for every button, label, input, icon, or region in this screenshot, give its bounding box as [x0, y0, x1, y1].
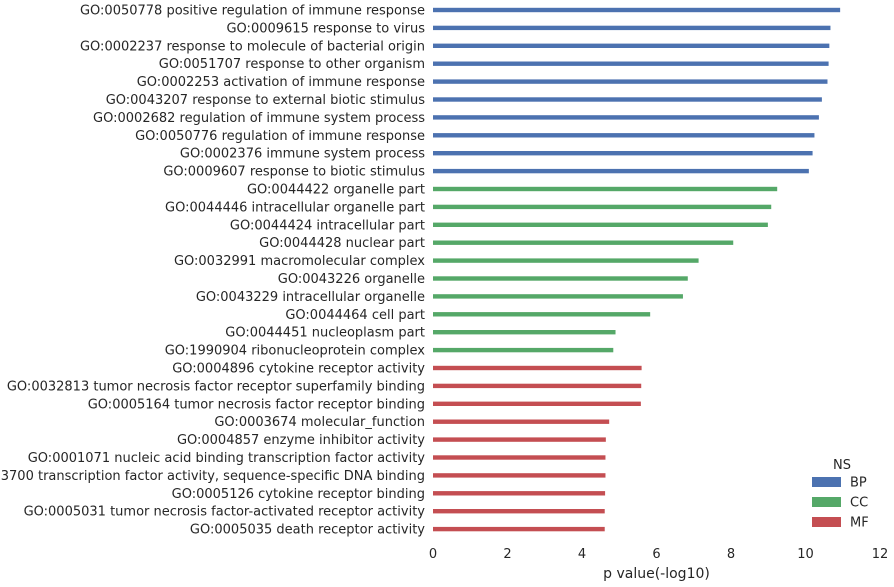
category-label: GO:0043229 intracellular organelle: [196, 290, 425, 305]
bar-mf: [433, 455, 606, 460]
category-label: GO:0044428 nuclear part: [259, 236, 425, 251]
bar-bp: [433, 133, 815, 138]
category-label: GO:0004857 enzyme inhibitor activity: [177, 433, 425, 448]
bar-cc: [433, 222, 768, 227]
bar-cc: [433, 240, 734, 245]
category-label: GO:0044424 intracellular part: [230, 218, 425, 233]
bar-cc: [433, 204, 772, 210]
x-axis-title: p value(-log10): [603, 566, 710, 582]
x-tick-label: 6: [652, 547, 660, 562]
bar-bp: [433, 168, 809, 174]
category-label: GO:0002253 activation of immune response: [137, 75, 425, 90]
category-label: GO:0050778 positive regulation of immune…: [80, 4, 425, 19]
bar-cc: [433, 347, 614, 353]
category-label: GO:0043207 response to external biotic s…: [106, 93, 426, 108]
legend-swatch-cc: [812, 497, 841, 507]
bar-mf: [433, 401, 641, 406]
category-label: GO:0044446 intracellular organelle part: [165, 200, 425, 215]
legend: NS BP CC MF: [812, 458, 869, 531]
category-label: GO:1990904 ribonucleoprotein complex: [165, 344, 426, 359]
x-tick-labels: 0 2 4 6 8 10 12: [429, 547, 888, 562]
category-label: GO:0005035 death receptor activity: [190, 523, 425, 538]
category-label: GO:0044464 cell part: [285, 308, 425, 323]
x-tick-label: 10: [797, 547, 814, 562]
category-label: GO:0009607 response to biotic stimulus: [163, 165, 425, 180]
bar-cc: [433, 258, 699, 263]
category-label: GO:0005126 cytokine receptor binding: [172, 487, 425, 502]
x-tick-label: 0: [429, 547, 437, 562]
legend-title: NS: [833, 458, 851, 473]
bar-bp: [433, 43, 830, 48]
x-tick-label: 2: [503, 547, 511, 562]
category-labels: GO:0050778 positive regulation of immune…: [0, 4, 425, 538]
bar-cc: [433, 276, 688, 281]
bar-bp: [433, 79, 828, 84]
x-tick-label: 12: [872, 547, 889, 562]
category-label: GO:0005164 tumor necrosis factor recepto…: [88, 397, 425, 412]
legend-swatch-bp: [812, 477, 841, 487]
bar-bp: [433, 151, 813, 156]
legend-entries: BP CC MF: [812, 476, 869, 531]
category-label: GO:0003700 transcription factor activity…: [0, 469, 425, 484]
bar-cc: [433, 330, 616, 335]
bar-mf: [433, 491, 606, 496]
x-tick-label: 8: [727, 547, 735, 562]
bar-bp: [433, 61, 829, 66]
category-label: GO:0051707 response to other organism: [159, 57, 425, 72]
legend-swatch-mf: [812, 517, 841, 527]
bar-bp: [433, 115, 819, 120]
category-label: GO:0002376 immune system process: [180, 147, 425, 162]
category-label: GO:0004896 cytokine receptor activity: [172, 362, 425, 377]
x-tick-label: 4: [578, 547, 586, 562]
bar-mf: [433, 473, 606, 478]
category-label: GO:0043226 organelle: [278, 272, 425, 287]
category-label: GO:0044451 nucleoplasm part: [225, 326, 425, 341]
legend-label-cc: CC: [850, 496, 868, 511]
bar-cc: [433, 294, 683, 299]
category-label: GO:0050776 regulation of immune response: [135, 129, 425, 144]
bar-cc: [433, 186, 778, 192]
category-label: GO:0009615 response to virus: [226, 21, 425, 36]
category-label: GO:0032991 macromolecular complex: [174, 254, 425, 269]
category-label: GO:0044422 organelle part: [247, 183, 425, 198]
legend-label-bp: BP: [850, 476, 867, 491]
legend-label-mf: MF: [850, 516, 869, 531]
bar-mf: [433, 365, 642, 371]
bar-mf: [433, 383, 642, 389]
bar-cc: [433, 312, 651, 317]
bars-group: [433, 7, 841, 532]
category-label: GO:0032813 tumor necrosis factor recepto…: [7, 379, 425, 394]
bar-mf: [433, 419, 610, 424]
category-label: GO:0003674 molecular_function: [214, 415, 425, 430]
bar-bp: [433, 25, 831, 31]
bar-mf: [433, 509, 605, 514]
bar-bp: [433, 97, 822, 102]
bar-mf: [433, 526, 605, 532]
bar-mf: [433, 437, 606, 442]
bar-bp: [433, 7, 841, 13]
category-label: GO:0005031 tumor necrosis factor-activat…: [24, 505, 426, 520]
category-label: GO:0002237 response to molecule of bacte…: [80, 39, 425, 54]
category-label: GO:0001071 nucleic acid binding transcri…: [28, 451, 426, 466]
category-label: GO:0002682 regulation of immune system p…: [93, 111, 425, 126]
